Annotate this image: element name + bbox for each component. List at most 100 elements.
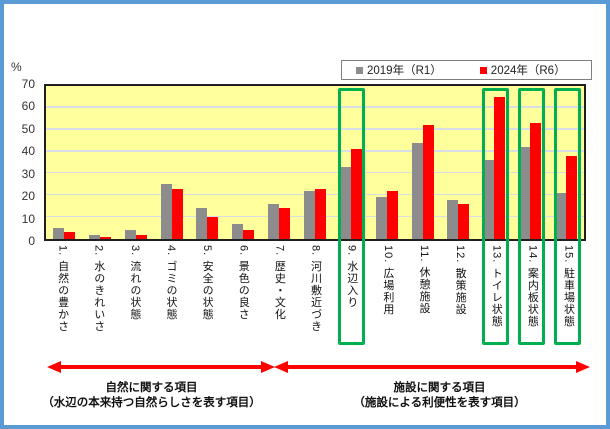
bar-group (154, 86, 190, 239)
bar (350, 149, 362, 239)
bar (375, 197, 387, 239)
bar (196, 208, 208, 239)
x-axis-labels: 1. 自然の豊かさ 2. 水のきれいさ 3. 流れの状態 4. ゴミの状態 5. 安全の… (44, 245, 586, 351)
bar (458, 204, 470, 239)
right-group-title: 施設に関する項目 (393, 382, 486, 394)
bar-group (297, 86, 333, 239)
bar (171, 188, 183, 239)
x-label: 14. 案内板状態 (526, 245, 539, 328)
bar (52, 228, 64, 239)
x-label: 15. 駐車場状態 (562, 245, 575, 328)
bar (411, 142, 423, 239)
y-tick-label: 70 (21, 77, 35, 91)
x-label-cell: 6. 景色の良さ (225, 245, 261, 351)
x-label: 9. 水辺入り (345, 245, 358, 309)
bar (447, 199, 459, 239)
y-tick-label: 60 (21, 99, 35, 114)
y-axis: 70 60 50 40 30 20 10 0 (4, 77, 40, 248)
bar-group (46, 86, 82, 239)
x-label-cell: 10. 広場利用 (369, 245, 405, 351)
x-label-cell: 11. 休憩施設 (405, 245, 441, 351)
bar (243, 230, 255, 239)
bar (303, 190, 315, 239)
legend-swatch-icon (356, 66, 363, 74)
bar-group (225, 86, 261, 239)
bar (232, 223, 244, 239)
x-label: 5. 安全の状態 (201, 245, 214, 321)
bar-group (333, 86, 369, 239)
x-label: 2. 水のきれいさ (92, 245, 105, 333)
x-label: 12. 散策施設 (454, 245, 467, 316)
bar (519, 147, 531, 239)
right-group-subtitle: （施設による利便性を表す項目） (353, 397, 526, 409)
bar-group (440, 86, 476, 239)
x-label-cell: 2. 水のきれいさ (80, 245, 116, 351)
legend-label: 2019年（R1） (367, 65, 442, 77)
x-label: 8. 河川敷近づき (309, 245, 322, 333)
y-tick-label: 50 (21, 121, 35, 136)
plot-area (44, 84, 586, 241)
bar (554, 193, 566, 239)
x-label-cell: 13. トイレ状態 (478, 245, 514, 351)
bar (135, 234, 147, 239)
x-label: 13. トイレ状態 (490, 245, 503, 328)
legend-label: 2024年（R6） (490, 65, 566, 77)
x-label: 4. ゴミの状態 (164, 245, 177, 321)
bar (530, 123, 542, 239)
bar (124, 230, 136, 239)
left-range-arrow-icon (47, 361, 275, 373)
gridline (46, 128, 584, 130)
left-group-annotation: 自然に関する項目 （水辺の本来持つ自然らしさを表す項目） (19, 381, 284, 411)
y-axis-unit-label: % (11, 60, 22, 74)
bar (339, 166, 351, 239)
bar-group (476, 86, 512, 239)
bar (207, 217, 219, 239)
x-label-cell: 9. 水辺入り (333, 245, 369, 351)
x-label: 7. 歴史・文化 (273, 245, 286, 321)
x-label: 1. 自然の豊かさ (56, 245, 69, 333)
legend-entry: 2019年（R1） (356, 62, 442, 78)
gridline (46, 106, 584, 108)
y-tick-label: 40 (21, 144, 35, 159)
legend-swatch-icon (479, 66, 487, 74)
bar-group (512, 86, 548, 239)
gridline (46, 171, 584, 174)
bar (494, 96, 506, 239)
bar (63, 232, 75, 239)
bar (422, 125, 434, 239)
bar (88, 234, 100, 239)
x-label-cell: 14. 案内板状態 (514, 245, 550, 351)
x-label: 6. 景色の良さ (237, 245, 250, 321)
x-label: 11. 休憩施設 (417, 245, 430, 315)
bar (279, 208, 291, 239)
bar (268, 204, 280, 239)
bar-group (548, 86, 584, 239)
bar (160, 184, 172, 239)
bar (314, 188, 326, 239)
x-label-cell: 3. 流れの状態 (116, 245, 152, 351)
x-label: 10. 広場利用 (381, 245, 394, 316)
y-tick-label: 30 (21, 166, 35, 181)
right-group-annotation: 施設に関する項目 （施設による利便性を表す項目） (287, 381, 592, 411)
bar (483, 160, 495, 239)
legend-entry: 2024年（R6） (479, 62, 566, 78)
y-tick-label: 0 (28, 233, 35, 248)
bar (565, 155, 577, 239)
bar-group (118, 86, 154, 239)
bar-group (189, 86, 225, 239)
right-range-arrow-icon (274, 361, 590, 373)
y-tick-label: 10 (21, 211, 35, 226)
x-label-cell: 8. 河川敷近づき (297, 245, 333, 351)
x-label-cell: 12. 散策施設 (442, 245, 478, 351)
bar-group (261, 86, 297, 239)
x-label-cell: 7. 歴史・文化 (261, 245, 297, 351)
x-label-cell: 5. 安全の状態 (189, 245, 225, 351)
legend: 2019年（R1） 2024年（R6） (341, 60, 592, 80)
gridline (46, 150, 584, 152)
bar (99, 236, 111, 239)
y-tick-label: 20 (21, 189, 35, 204)
x-label-cell: 4. ゴミの状態 (152, 245, 188, 351)
x-label-cell: 15. 駐車場状態 (550, 245, 586, 351)
bar-group (369, 86, 405, 239)
